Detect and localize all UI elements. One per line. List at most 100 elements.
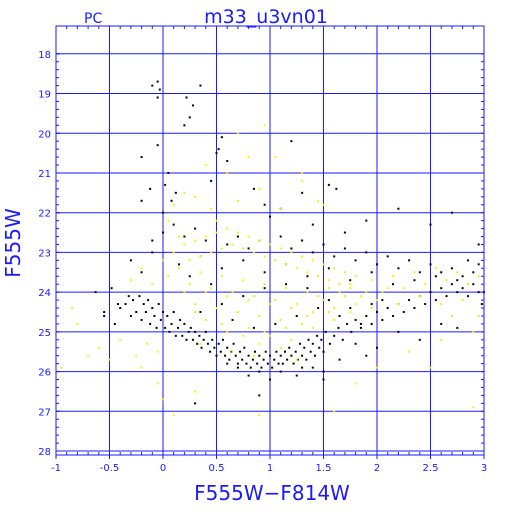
data-point [450,283,453,286]
data-point [311,251,314,254]
data-point [156,96,159,99]
data-point [290,354,293,357]
data-point [162,311,164,313]
data-point [311,311,314,313]
data-point [343,231,346,234]
data-point [343,295,346,298]
x-tick-label: 0.5 [209,463,225,474]
data-point [413,279,416,282]
y-tick-label: 23 [38,248,51,259]
data-point [220,267,223,270]
data-point [172,223,175,226]
data-point [392,314,395,317]
data-point [290,140,293,143]
data-point [209,350,212,353]
corner-label: PC [84,11,102,27]
data-point [376,311,378,313]
data-point [254,350,257,353]
data-point [194,330,197,333]
data-point [370,279,373,282]
data-point [174,334,177,337]
data-point [359,295,362,298]
data-point [164,183,167,186]
data-point [354,303,357,306]
data-point [119,338,122,341]
data-point [176,326,179,329]
data-point [232,342,235,345]
data-point [199,84,202,87]
data-point [311,342,314,345]
data-point [365,314,368,317]
data-point [269,334,271,337]
data-point [110,287,113,290]
data-point [162,231,164,234]
data-point [440,322,443,325]
data-point [269,378,271,381]
data-point [187,330,190,333]
data-point [477,314,480,317]
data-point [392,275,395,278]
data-point [258,187,261,190]
data-point [429,223,432,226]
data-point [279,247,282,250]
data-point [450,211,453,214]
data-point [215,307,218,310]
data-point [140,366,143,369]
data-point [286,358,289,361]
data-point [156,350,159,353]
data-point [322,203,325,206]
data-point [322,243,325,246]
data-point [295,358,298,361]
data-point [306,287,309,290]
x-tick-label: 2 [374,463,380,474]
data-point [252,251,255,254]
data-point [328,342,331,345]
data-point [440,303,443,306]
data-point [359,322,362,325]
series-0 [94,80,485,405]
data-point [480,303,483,306]
data-point [274,156,277,159]
data-point [241,358,244,361]
data-point [354,275,357,278]
data-point [290,247,293,250]
data-point [162,398,164,401]
data-point [199,271,202,274]
data-point [183,191,186,194]
data-point [103,314,106,317]
data-point [333,307,336,310]
data-point [354,342,357,345]
data-point [477,275,480,278]
data-point [317,295,320,298]
data-point [226,362,229,365]
data-point [343,247,346,250]
data-point [461,287,464,290]
data-point [386,307,389,310]
data-point [162,211,164,214]
data-point [466,283,469,286]
data-point [418,338,421,341]
data-point [258,239,261,242]
data-point [264,350,267,353]
data-point [472,330,475,333]
data-point [247,247,250,250]
data-point [211,338,214,341]
data-point [317,307,320,310]
data-point [230,350,233,353]
data-point [461,299,464,302]
data-point [151,239,154,242]
tick-labels: -1 -0.5 0 0.5 1 1.5 2 2.5 3 18 19 20 21 22 23 24 25 26 27 2… [38,50,487,474]
data-point [247,374,250,377]
data-point [226,295,229,298]
data-point [263,124,266,127]
data-point [156,80,159,83]
data-point [151,84,154,87]
data-point [271,366,274,369]
data-point [166,314,169,317]
data-point [236,366,239,369]
data-point [301,179,304,182]
data-point [263,203,266,206]
data-point [413,307,416,310]
data-point [309,350,312,353]
data-point [97,346,100,349]
